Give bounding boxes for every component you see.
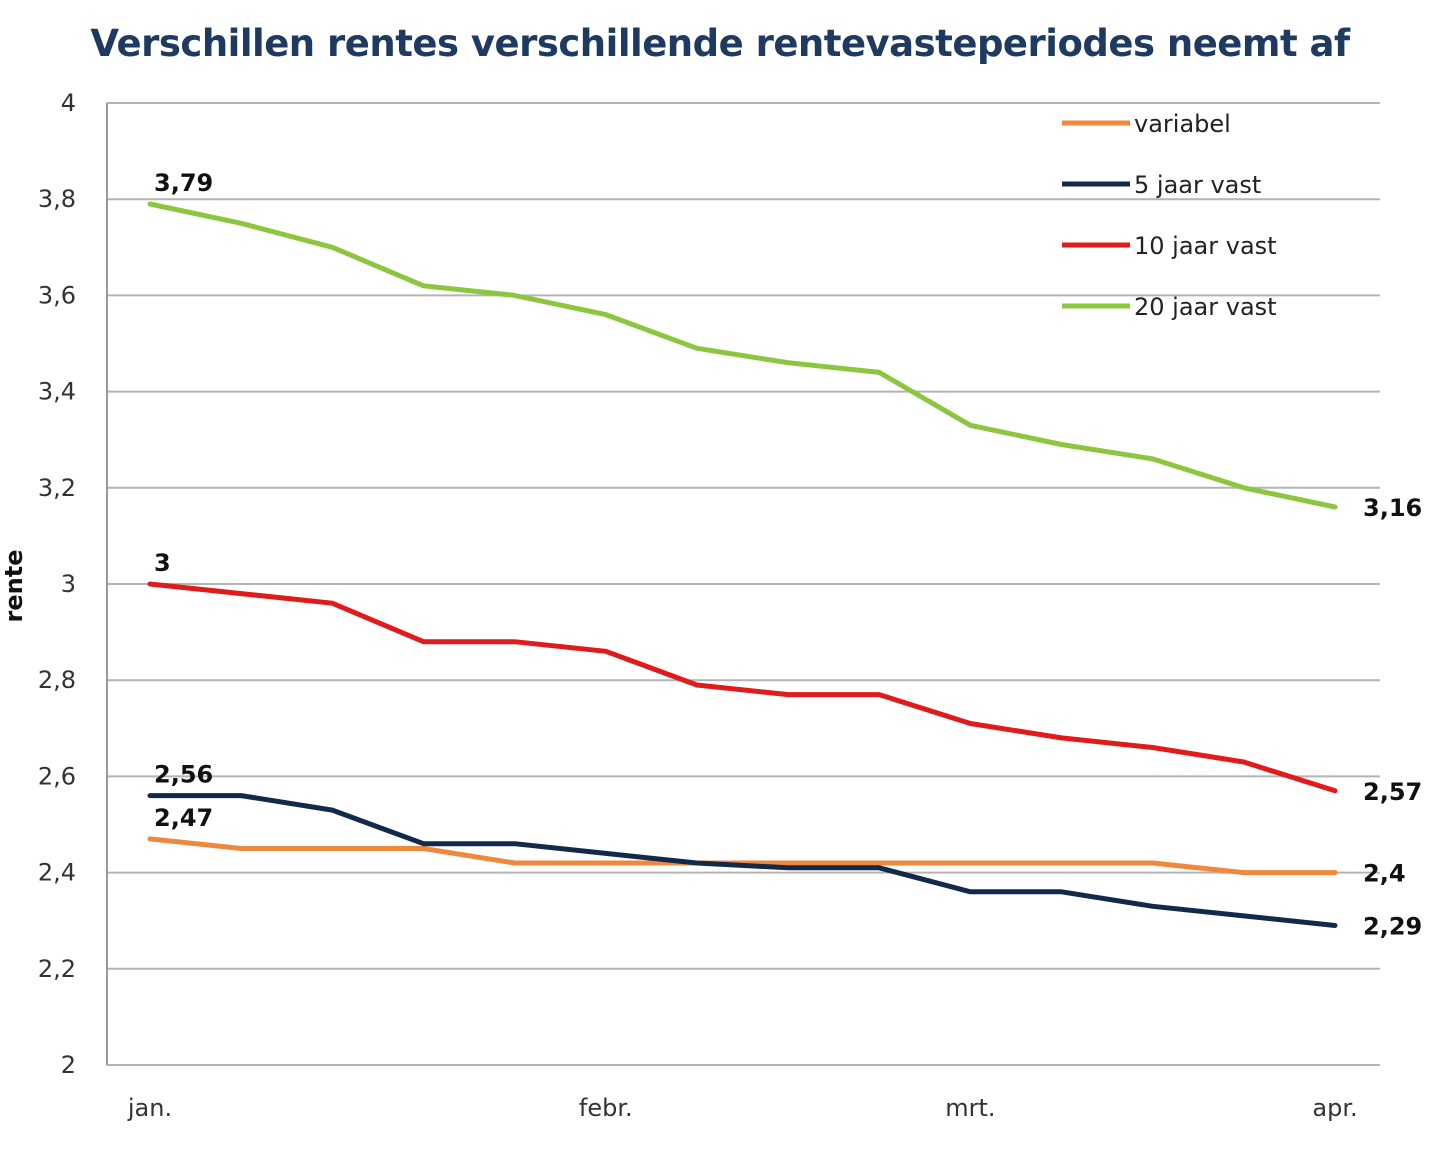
y-tick-label: 2,6	[38, 762, 76, 790]
legend-label: 10 jaar vast	[1134, 232, 1277, 260]
y-axis-title: rente	[0, 550, 28, 623]
series-lines	[147, 201, 1338, 928]
series-line	[147, 793, 1338, 928]
y-tick-label: 3,2	[38, 474, 76, 502]
y-tick-label: 3,4	[38, 378, 76, 406]
x-tick-label: jan.	[127, 1094, 172, 1122]
x-tick-label: febr.	[579, 1094, 633, 1122]
legend-label: 5 jaar vast	[1134, 171, 1261, 199]
gridlines	[107, 102, 1380, 1066]
data-label: 2,57	[1363, 778, 1422, 806]
data-label: 2,29	[1363, 913, 1422, 941]
y-tick-label: 3,8	[38, 185, 76, 213]
data-label: 3	[154, 549, 171, 577]
y-tick-label: 4	[61, 89, 76, 117]
legend-label: variabel	[1134, 110, 1231, 138]
x-tick-label: mrt.	[945, 1094, 995, 1122]
series-line	[147, 201, 1338, 510]
x-tick-label: apr.	[1312, 1094, 1357, 1122]
legend-label: 20 jaar vast	[1134, 293, 1277, 321]
data-label: 3,16	[1363, 494, 1422, 522]
series-line	[147, 581, 1338, 794]
data-label: 2,47	[154, 804, 213, 832]
y-tick-label: 2	[61, 1051, 76, 1079]
y-tick-label: 2,2	[38, 955, 76, 983]
y-tick-label: 3,6	[38, 281, 76, 309]
axes: 2 2,2 2,4 2,6 2,8 3 3,2 3,4 3,6 3,8 4 jan. febr. mrt.…	[38, 89, 1358, 1122]
y-tick-label: 3	[61, 570, 76, 598]
data-label: 3,79	[154, 169, 213, 197]
y-tick-label: 2,8	[38, 666, 76, 694]
data-labels: 2,47 2,4 2,56 2,29 3 2,57 3,79 3,16	[154, 169, 1422, 941]
data-label: 2,4	[1363, 860, 1406, 888]
data-label: 2,56	[154, 761, 213, 789]
legend: variabel 5 jaar vast 10 jaar vast 20 jaar v…	[1062, 110, 1277, 321]
y-tick-label: 2,4	[38, 859, 76, 887]
chart-title: Verschillen rentes verschillende renteva…	[90, 22, 1350, 65]
